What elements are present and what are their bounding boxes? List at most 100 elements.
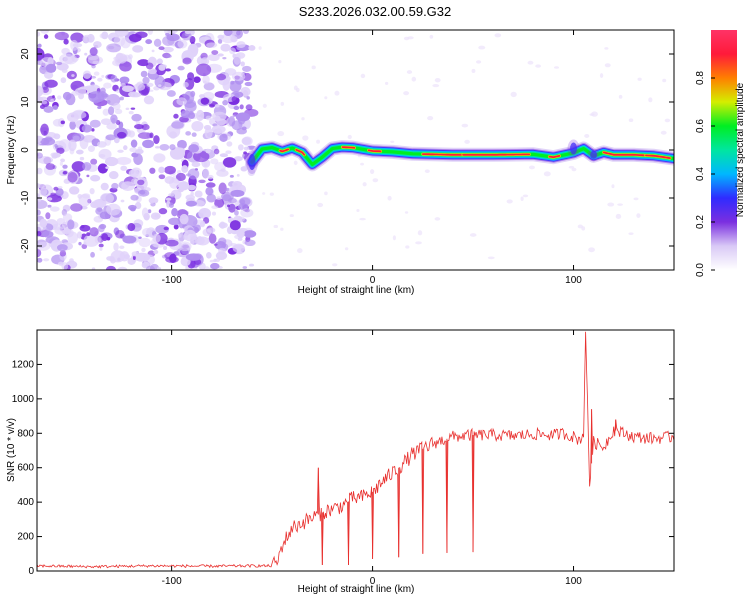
noise-blob	[230, 36, 238, 43]
noise-blob-faint	[269, 192, 274, 196]
noise-blob	[191, 132, 197, 137]
noise-blob	[59, 53, 75, 65]
noise-blob	[228, 203, 236, 213]
noise-blob	[89, 187, 95, 195]
noise-blob	[125, 107, 130, 111]
noise-blob	[249, 44, 255, 50]
noise-blob	[217, 53, 224, 57]
noise-blob	[72, 133, 85, 142]
noise-blob	[204, 266, 210, 270]
noise-blob-faint	[648, 97, 653, 103]
noise-blob	[101, 74, 105, 78]
signal-peak-band	[295, 148, 306, 156]
noise-blob	[227, 197, 237, 204]
noise-blob	[89, 119, 101, 128]
noise-blob	[237, 216, 246, 222]
noise-blob-faint	[604, 63, 611, 68]
noise-blob-faint	[607, 202, 615, 207]
spectrogram-x-tick-label: -100	[162, 275, 182, 286]
noise-blob-faint	[571, 167, 577, 172]
noise-blob	[114, 30, 129, 37]
noise-blob	[99, 211, 111, 220]
noise-blob	[216, 127, 222, 135]
noise-blob-faint	[628, 232, 634, 235]
noise-blob	[177, 65, 185, 71]
noise-blob-faint	[392, 235, 396, 241]
noise-blob	[235, 112, 251, 122]
noise-blob	[147, 209, 152, 214]
noise-blob	[67, 219, 75, 230]
noise-blob-faint	[324, 191, 328, 196]
noise-blob	[226, 141, 233, 147]
noise-blob	[90, 201, 98, 208]
noise-blob	[249, 263, 255, 267]
noise-blob	[59, 250, 67, 257]
noise-blob	[114, 137, 120, 144]
noise-blob	[203, 82, 215, 91]
noise-blob	[246, 96, 250, 100]
noise-blob-faint	[417, 230, 423, 236]
noise-blob	[37, 152, 43, 159]
noise-blob	[228, 47, 237, 55]
noise-blob	[115, 156, 132, 165]
noise-blob	[145, 39, 153, 45]
noise-blob	[69, 258, 74, 263]
noise-blob-faint	[434, 77, 441, 83]
noise-blob	[206, 193, 217, 203]
noise-blob	[236, 30, 241, 36]
noise-blob	[164, 165, 176, 175]
snr-y-ticks: 0 200 400 600 800 1000 1200	[12, 359, 674, 577]
noise-blob	[202, 75, 210, 85]
noise-blob-faint	[660, 130, 667, 135]
noise-blob	[68, 186, 80, 195]
spectrogram-y-tick-label: -10	[20, 190, 31, 205]
noise-blob	[168, 193, 175, 197]
noise-blob	[112, 102, 121, 111]
noise-blob	[199, 221, 206, 228]
noise-blob	[231, 71, 246, 82]
spectrogram-x-ticks: -100 0 100	[162, 30, 582, 286]
signal-peak-band	[367, 149, 382, 153]
noise-blob	[93, 41, 102, 49]
noise-blob-faint	[471, 68, 476, 73]
noise-blob	[89, 227, 99, 237]
noise-blob-faint	[295, 87, 300, 93]
noise-blob	[223, 30, 233, 37]
noise-blob	[130, 139, 138, 148]
noise-blob	[196, 109, 205, 121]
noise-blob	[145, 62, 154, 70]
noise-blob-faint	[262, 103, 267, 108]
noise-blob	[145, 265, 156, 270]
noise-blob	[230, 80, 235, 85]
noise-blob	[82, 162, 92, 171]
noise-blob	[146, 82, 154, 88]
noise-blob	[40, 123, 49, 136]
noise-blob	[120, 165, 128, 171]
noise-blob	[141, 227, 153, 237]
noise-blob	[164, 252, 176, 260]
noise-blob	[119, 61, 132, 72]
noise-blob	[208, 233, 217, 244]
noise-blob	[207, 174, 214, 180]
noise-blob	[175, 172, 186, 182]
noise-blob	[40, 30, 50, 34]
noise-blob	[158, 46, 165, 51]
noise-blob	[234, 210, 239, 216]
noise-blob	[159, 143, 170, 151]
noise-blob	[194, 224, 201, 232]
snr-spikes	[317, 409, 617, 565]
noise-blob	[97, 141, 107, 148]
noise-blob	[65, 93, 76, 106]
noise-blob	[231, 96, 238, 103]
noise-blob	[179, 213, 189, 225]
noise-blob	[216, 169, 229, 177]
noise-blob	[122, 235, 137, 244]
noise-blob	[222, 99, 229, 106]
noise-blob	[44, 136, 53, 142]
noise-blob	[141, 247, 146, 253]
spectrogram-y-tick-label: -20	[20, 238, 31, 253]
noise-blob	[149, 199, 155, 204]
colorbar-ticks: 0.0 0.2 0.4 0.6 0.8	[695, 71, 715, 277]
noise-blob-faint	[429, 34, 434, 39]
noise-blob-faint	[403, 91, 410, 96]
